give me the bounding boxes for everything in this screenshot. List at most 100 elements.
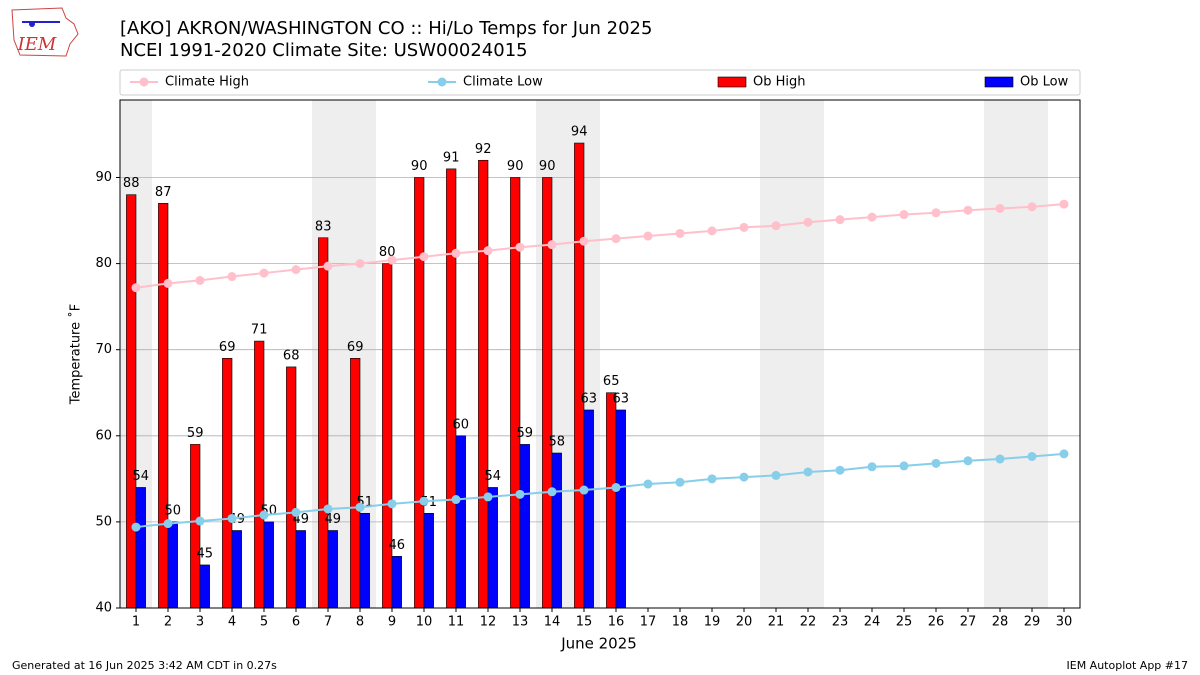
bar — [519, 444, 530, 609]
bar — [190, 444, 201, 609]
marker — [387, 499, 397, 509]
marker — [611, 482, 621, 492]
marker — [803, 467, 813, 477]
marker — [291, 265, 301, 275]
data-label: 54 — [485, 469, 502, 484]
marker — [323, 261, 333, 271]
data-label: 88 — [123, 176, 140, 191]
data-label: 83 — [315, 219, 332, 234]
marker — [451, 248, 461, 258]
x-tick-label: 12 — [480, 615, 497, 630]
bar — [478, 159, 489, 609]
data-label: 46 — [389, 538, 406, 553]
marker — [227, 513, 237, 523]
marker — [131, 283, 141, 293]
marker — [515, 489, 525, 499]
data-label: 45 — [197, 546, 214, 561]
marker — [1027, 451, 1037, 461]
x-axis-label: June 2025 — [560, 635, 637, 653]
bar — [167, 521, 178, 609]
marker — [675, 228, 685, 238]
bar — [158, 203, 169, 609]
marker — [227, 272, 237, 282]
x-tick-label: 5 — [260, 615, 268, 630]
x-tick-label: 30 — [1056, 615, 1073, 630]
x-tick-label: 23 — [832, 615, 849, 630]
bar — [446, 168, 457, 609]
marker — [163, 519, 173, 529]
bar — [423, 512, 434, 609]
x-tick-label: 27 — [960, 615, 977, 630]
data-label: 65 — [603, 374, 620, 389]
x-tick-label: 22 — [800, 615, 817, 630]
bar — [222, 358, 233, 609]
marker — [867, 212, 877, 222]
data-label: 91 — [443, 150, 460, 165]
y-tick-label: 50 — [95, 514, 112, 529]
x-tick-label: 13 — [512, 615, 529, 630]
bar — [391, 556, 402, 609]
marker — [963, 456, 973, 466]
legend-label: Ob High — [753, 75, 806, 90]
logo: IEM — [11, 7, 79, 57]
x-tick-label: 8 — [356, 615, 364, 630]
x-tick-label: 19 — [704, 615, 721, 630]
bar — [295, 530, 306, 609]
marker — [867, 462, 877, 472]
bar — [318, 237, 329, 609]
marker — [739, 472, 749, 482]
marker — [547, 240, 557, 250]
marker — [483, 246, 493, 256]
x-tick-label: 29 — [1024, 615, 1041, 630]
x-tick-label: 15 — [576, 615, 593, 630]
data-label: 68 — [283, 348, 300, 363]
bar — [263, 521, 274, 609]
marker — [643, 479, 653, 489]
bar — [487, 487, 498, 609]
marker — [323, 504, 333, 514]
x-tick-label: 3 — [196, 615, 204, 630]
bar — [510, 177, 521, 609]
line — [135, 452, 1065, 529]
bar — [327, 530, 338, 609]
x-tick-label: 18 — [672, 615, 689, 630]
marker — [515, 242, 525, 252]
marker — [579, 485, 589, 495]
data-label: 94 — [571, 125, 588, 140]
data-label: 59 — [517, 426, 534, 441]
x-tick-label: 1 — [132, 615, 140, 630]
x-tick-label: 26 — [928, 615, 945, 630]
x-tick-label: 6 — [292, 615, 300, 630]
bar — [583, 409, 594, 609]
x-tick-label: 4 — [228, 615, 236, 630]
data-label: 50 — [165, 503, 182, 518]
y-tick-label: 90 — [95, 170, 112, 185]
data-label: 59 — [187, 426, 204, 441]
data-label: 71 — [251, 323, 268, 338]
data-label: 90 — [411, 159, 428, 174]
bar — [350, 358, 361, 609]
data-label: 90 — [507, 159, 524, 174]
marker — [803, 217, 813, 227]
bar — [382, 263, 393, 609]
bar — [126, 194, 137, 609]
bar — [286, 366, 297, 609]
marker — [355, 502, 365, 512]
marker — [1059, 449, 1069, 459]
logo-text: IEM — [17, 34, 57, 55]
marker — [995, 454, 1005, 464]
footer-left: Generated at 16 Jun 2025 3:42 AM CDT in … — [12, 659, 277, 672]
y-tick-label: 40 — [95, 601, 112, 616]
x-tick-label: 11 — [448, 615, 465, 630]
marker — [611, 234, 621, 244]
marker — [739, 222, 749, 232]
data-label: 90 — [539, 159, 556, 174]
footer-right: IEM Autoplot App #17 — [1067, 659, 1189, 672]
marker — [675, 477, 685, 487]
x-tick-label: 28 — [992, 615, 1009, 630]
data-label: 87 — [155, 185, 172, 200]
marker — [963, 205, 973, 215]
x-tick-label: 25 — [896, 615, 913, 630]
marker — [355, 259, 365, 269]
